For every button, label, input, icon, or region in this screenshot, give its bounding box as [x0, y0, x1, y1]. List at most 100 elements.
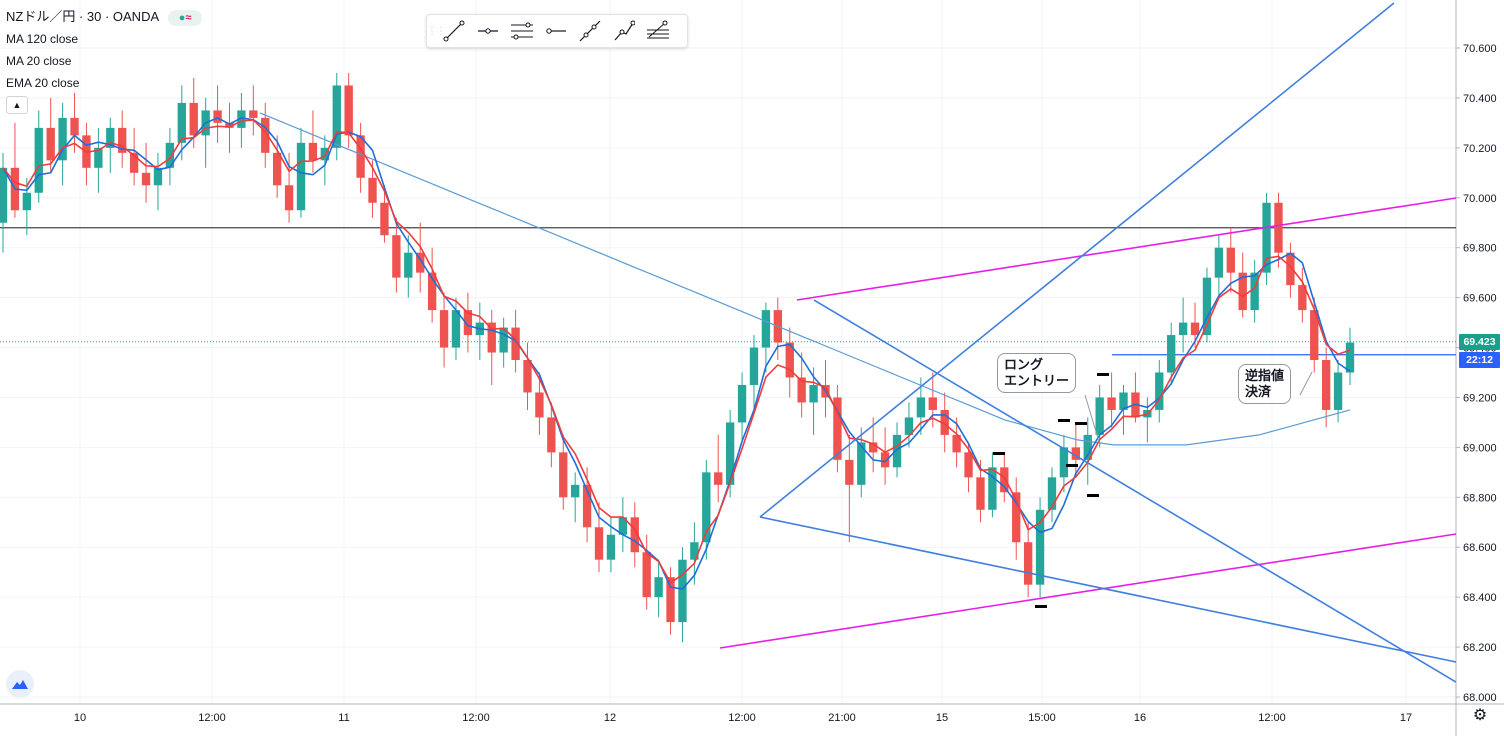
legend-ema20[interactable]: EMA 20 close [6, 76, 80, 90]
candle-body[interactable] [1321, 360, 1331, 410]
exit-callout[interactable]: 逆指値 決済 [1238, 364, 1292, 404]
candle-body[interactable] [284, 185, 294, 211]
legend-ma120[interactable]: MA 120 close [6, 32, 79, 46]
candle-body[interactable] [833, 397, 842, 460]
candle-body[interactable] [106, 127, 115, 148]
ma120-line[interactable] [259, 112, 1351, 446]
drag-handle-icon[interactable]: ⋮⋮ [427, 25, 446, 37]
candle-body[interactable] [1286, 252, 1295, 286]
candle-body[interactable] [344, 85, 353, 136]
candle-body[interactable] [272, 152, 282, 186]
candle-body[interactable] [1333, 372, 1343, 410]
candle-body[interactable] [1345, 342, 1355, 373]
candle-body[interactable] [582, 484, 592, 528]
candle-body[interactable] [1274, 202, 1283, 253]
candle-body[interactable] [1095, 397, 1104, 435]
candle-body[interactable] [129, 152, 139, 173]
candle-body[interactable] [547, 417, 556, 453]
candle-body[interactable] [153, 167, 163, 186]
candle-body[interactable] [237, 110, 246, 128]
candle-body[interactable] [94, 147, 103, 168]
candle-body[interactable] [1298, 285, 1307, 311]
candle-body[interactable] [1107, 397, 1116, 410]
candle-body[interactable] [654, 577, 663, 598]
candle-body[interactable] [1190, 322, 1200, 336]
fib-tool[interactable] [641, 16, 675, 46]
candle-body[interactable] [1262, 202, 1271, 273]
horizontal-line-tool[interactable] [471, 16, 505, 46]
candle-body[interactable] [511, 327, 520, 361]
candle-body[interactable] [523, 360, 532, 393]
candle-body[interactable] [1155, 372, 1164, 410]
candle-body[interactable] [761, 310, 771, 348]
rising-trend-line[interactable] [759, 2, 1395, 518]
candle-body[interactable] [1071, 447, 1081, 460]
candle-body[interactable] [1226, 247, 1235, 273]
candle-body[interactable] [249, 110, 258, 118]
candle-body[interactable] [380, 202, 389, 236]
candle-body[interactable] [869, 442, 878, 453]
candle-body[interactable] [296, 142, 306, 211]
candle-body[interactable] [46, 127, 55, 161]
candle-body[interactable] [1202, 277, 1212, 336]
candle-body[interactable] [141, 172, 151, 186]
candle-body[interactable] [22, 192, 32, 211]
candle-body[interactable] [559, 452, 568, 498]
candle-body[interactable] [1167, 335, 1176, 373]
candle-body[interactable] [857, 442, 866, 485]
candle-body[interactable] [189, 102, 198, 136]
candle-body[interactable] [702, 472, 711, 543]
lower-trend-line[interactable] [759, 516, 1457, 663]
candle-body[interactable] [964, 452, 973, 478]
candle-body[interactable] [892, 434, 902, 468]
candle-body[interactable] [1083, 434, 1092, 460]
candle-body[interactable] [368, 177, 377, 203]
candle-body[interactable] [320, 147, 330, 161]
candle-body[interactable] [261, 117, 270, 153]
candle-body[interactable] [1012, 492, 1021, 543]
candle-body[interactable] [725, 422, 735, 485]
candle-body[interactable] [845, 459, 854, 485]
candle-body[interactable] [571, 484, 580, 498]
candle-body[interactable] [690, 542, 699, 560]
candle-body[interactable] [0, 167, 8, 223]
channel-lower-line[interactable] [719, 533, 1457, 649]
candle-body[interactable] [976, 477, 985, 510]
candle-body[interactable] [1310, 310, 1319, 361]
candle-body[interactable] [404, 252, 413, 278]
candle-body[interactable] [58, 117, 67, 161]
candle-body[interactable] [797, 377, 806, 403]
candle-body[interactable] [785, 342, 794, 378]
candle-body[interactable] [427, 272, 437, 311]
legend-ma20[interactable]: MA 20 close [6, 54, 72, 68]
candle-body[interactable] [606, 534, 616, 560]
candle-body[interactable] [165, 142, 175, 168]
ma20-line[interactable] [2, 117, 1351, 590]
candle-body[interactable] [928, 397, 937, 410]
candle-body[interactable] [1119, 392, 1128, 410]
candle-body[interactable] [1250, 272, 1259, 311]
candle-body[interactable] [34, 127, 43, 193]
candle-body[interactable] [118, 127, 127, 153]
candle-body[interactable] [880, 452, 890, 468]
ema20-line[interactable] [2, 119, 1351, 584]
candle-body[interactable] [463, 310, 473, 336]
candle-body[interactable] [749, 347, 759, 385]
candle-body[interactable] [594, 527, 604, 560]
candle-body[interactable] [177, 102, 186, 143]
candle-body[interactable] [451, 310, 461, 348]
candle-body[interactable] [904, 417, 914, 435]
candle-body[interactable] [1238, 272, 1247, 311]
entry-callout[interactable]: ロング エントリー [997, 353, 1077, 393]
candle-body[interactable] [356, 135, 365, 178]
collapse-legend-button[interactable]: ▲ [6, 96, 28, 114]
status-badge[interactable]: ●≈ [168, 9, 203, 26]
candle-body[interactable] [666, 577, 675, 623]
candle-body[interactable] [392, 235, 401, 278]
candle-body[interactable] [1023, 542, 1033, 585]
candle-body[interactable] [618, 517, 628, 535]
horizontal-ray-tool[interactable] [539, 16, 573, 46]
parallel-channel-tool[interactable] [505, 16, 539, 46]
candle-body[interactable] [416, 252, 425, 273]
